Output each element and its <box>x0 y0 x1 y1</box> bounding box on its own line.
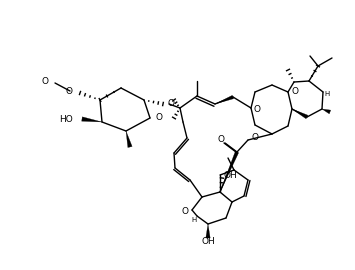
Text: HO: HO <box>59 114 73 123</box>
Text: H: H <box>324 91 330 97</box>
Text: OH: OH <box>224 171 238 181</box>
Text: O: O <box>254 104 261 113</box>
Text: O: O <box>155 113 162 123</box>
Polygon shape <box>322 109 331 114</box>
Polygon shape <box>220 151 239 192</box>
Text: O: O <box>182 208 189 217</box>
Text: O: O <box>66 86 73 96</box>
Text: O: O <box>252 133 259 143</box>
Polygon shape <box>215 95 234 104</box>
Text: O: O <box>218 136 224 144</box>
Polygon shape <box>206 224 210 238</box>
Text: O: O <box>41 77 48 86</box>
Polygon shape <box>82 117 102 122</box>
Text: OH: OH <box>201 238 215 247</box>
Text: O: O <box>167 99 174 107</box>
Polygon shape <box>292 109 308 119</box>
Text: O: O <box>292 87 299 96</box>
Polygon shape <box>126 131 132 147</box>
Text: H: H <box>191 217 197 223</box>
